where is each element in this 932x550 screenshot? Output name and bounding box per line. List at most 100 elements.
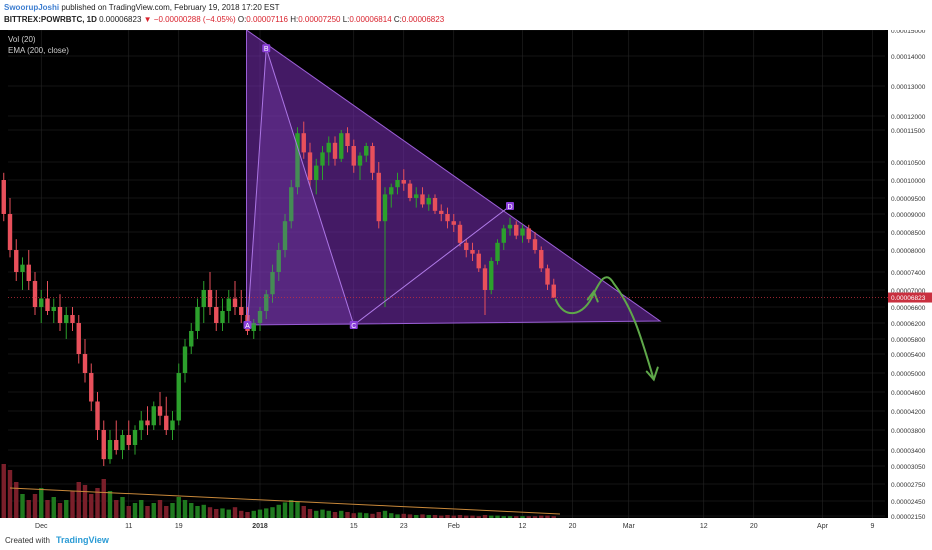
- pattern-label-d: D: [507, 204, 512, 211]
- candle-body: [489, 261, 494, 290]
- tradingview-logo[interactable]: TradingView: [56, 535, 109, 545]
- candle-body: [445, 214, 450, 222]
- candle-body: [57, 307, 63, 323]
- volume-bar: [132, 503, 138, 518]
- candle-body: [251, 323, 256, 331]
- high-label: H:: [290, 15, 299, 24]
- candle-body: [451, 221, 456, 225]
- candle-body: [64, 315, 69, 323]
- volume-bar: [407, 514, 413, 518]
- time-axis-bg: [0, 518, 888, 532]
- candle-body: [364, 146, 369, 156]
- candle-body: [107, 440, 113, 460]
- author-link[interactable]: SwoorupJoshi: [4, 3, 60, 12]
- candle-body: [26, 264, 31, 281]
- candle-body: [189, 331, 194, 347]
- volume-bar: [232, 507, 238, 518]
- volume-bar: [26, 500, 31, 518]
- volume-indicator-label[interactable]: Vol (20): [8, 35, 36, 44]
- time-tick-label: Mar: [623, 523, 636, 530]
- price-tick-label: 0.00005800: [891, 337, 926, 344]
- candle-body: [39, 298, 44, 307]
- candle-body: [201, 290, 206, 307]
- candle-body: [539, 250, 544, 269]
- candle-body: [32, 281, 38, 307]
- volume-bar: [514, 516, 519, 518]
- volume-bar: [7, 470, 13, 518]
- volume-bar: [207, 507, 213, 518]
- volume-bar: [214, 509, 219, 518]
- volume-bar: [239, 510, 244, 518]
- candle-body: [476, 253, 481, 269]
- candle-body: [70, 315, 75, 323]
- price-tick-label: 0.00008000: [891, 248, 926, 255]
- candle-body: [207, 290, 213, 307]
- price-tick-label: 0.00003400: [891, 448, 926, 455]
- candle-body: [151, 406, 156, 426]
- open-label: O:: [237, 15, 247, 24]
- candle-body: [264, 294, 269, 311]
- candle-body: [76, 323, 81, 354]
- candle-body: [282, 221, 288, 250]
- time-tick-label: 12: [700, 523, 708, 530]
- candle-body: [351, 146, 356, 166]
- candle-body: [357, 155, 363, 166]
- volume-bar: [551, 516, 556, 518]
- ema-line: [9, 487, 561, 515]
- footer: Created with TradingView: [0, 532, 932, 550]
- volume-bar: [57, 503, 63, 518]
- volume-bar: [539, 515, 544, 518]
- volume-bar: [189, 503, 194, 518]
- volume-bar: [139, 500, 144, 518]
- last-price-tag-label: 0.00006823: [891, 295, 926, 302]
- price-tick-label: 0.00004600: [891, 390, 926, 397]
- candle-body: [482, 268, 488, 290]
- candle-body: [51, 307, 56, 311]
- time-tick-label: 20: [569, 523, 577, 530]
- time-tick-label: 23: [400, 523, 408, 530]
- volume-bar: [164, 506, 169, 518]
- volume-bar: [464, 515, 469, 518]
- candle-body: [332, 142, 338, 159]
- ema-indicator-label[interactable]: EMA (200, close): [8, 46, 69, 55]
- volume-bar: [145, 506, 150, 518]
- volume-bar: [14, 482, 19, 518]
- volume-bar: [420, 514, 425, 518]
- pattern-point-b: [262, 44, 271, 53]
- candle-body: [1, 180, 6, 214]
- volume-bar: [295, 501, 300, 518]
- candle-body: [164, 415, 169, 430]
- volume-bar: [220, 508, 225, 518]
- indicator-legend: Vol (20) EMA (200, close): [8, 34, 69, 56]
- price-tick-label: 0.00004200: [891, 409, 926, 416]
- volume-bar: [289, 500, 294, 518]
- close-label: C:: [393, 15, 402, 24]
- volume-bar: [501, 516, 506, 518]
- price-axis-bg: [888, 30, 932, 532]
- volume-bar: [507, 516, 513, 518]
- candle-body: [176, 373, 181, 421]
- volume-bar: [101, 479, 106, 518]
- volume-bar: [401, 513, 406, 518]
- candle-body: [101, 430, 106, 460]
- volume-bar: [107, 491, 113, 518]
- candle-body: [239, 307, 244, 315]
- candles: [1, 121, 556, 466]
- price-axis: 0.00015000 0.00014000 0.00013000 0.00012000…: [888, 28, 932, 532]
- pattern-label-c: C: [351, 323, 356, 330]
- candle-body: [407, 183, 413, 198]
- volume-bar: [351, 513, 356, 518]
- candle-body: [545, 268, 550, 285]
- volume-bar: [395, 514, 400, 518]
- volume-bar: [495, 515, 500, 518]
- pattern-label-a: A: [245, 323, 250, 330]
- candle-body: [495, 242, 500, 261]
- volume-bar: [195, 506, 200, 518]
- price-tick-label: 0.00006600: [891, 305, 926, 312]
- triangle-pattern: [246, 29, 662, 326]
- candle-body: [420, 194, 425, 205]
- candle-body: [182, 346, 188, 373]
